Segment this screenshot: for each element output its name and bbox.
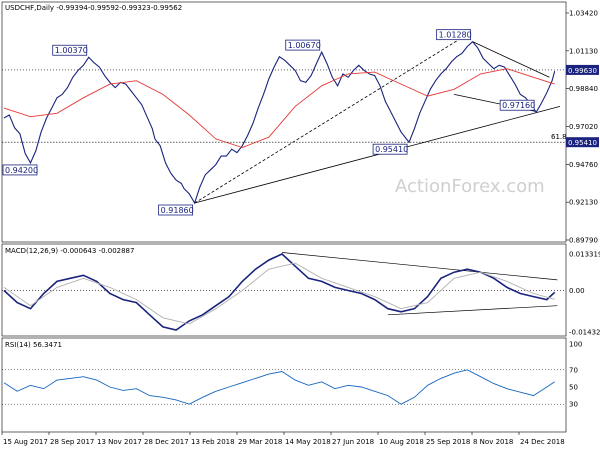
x-axis-label: 10 Aug 2018: [379, 438, 424, 446]
price-axis-label: 0.94760: [569, 161, 598, 169]
macd-signal-line: [3, 262, 555, 325]
price-annotation: 1.01280: [436, 29, 472, 41]
price-line: [3, 40, 556, 205]
current-price-label: 0.99630: [568, 67, 597, 75]
x-axis-label: 8 Nov 2018: [473, 438, 513, 446]
macd-panel-frame: [1, 243, 567, 337]
rsi-axis-label: 100: [569, 341, 582, 349]
price-annotation: 0.97160: [499, 99, 535, 111]
macd-axis-label: 0.013319: [569, 251, 600, 259]
price-annotation-label: 1.01280: [439, 31, 472, 40]
watermark: ActionForex.com: [395, 176, 545, 197]
macd-trend-upper: [281, 252, 558, 281]
price-annotation: 0.95410: [372, 143, 408, 155]
price-axis-label: 0.97020: [569, 123, 598, 131]
fib-price-box: [566, 137, 599, 148]
rsi-axis-label: 50: [569, 384, 578, 392]
trendline-dashed-channel: [194, 32, 471, 204]
x-axis-label: 27 Jun 2018: [332, 438, 374, 446]
x-axis-label: 13 Feb 2018: [191, 438, 235, 446]
x-axis-label: 14 May 2018: [285, 438, 331, 446]
price-annotation-label: 0.94200: [5, 166, 38, 175]
macd-line: [3, 253, 556, 331]
x-axis-label: 13 Nov 2017: [97, 438, 142, 446]
price-annotation-label: 1.00370: [55, 46, 88, 55]
price-annotation: 1.00370: [52, 44, 88, 56]
rsi-label: RSI(14) 56.3471: [5, 341, 62, 349]
rsi-axis-label: 30: [569, 401, 578, 409]
macd-axis-label: 0.00: [569, 287, 585, 295]
macd-label: MACD(12,26,9) -0.000643 -0.002887: [5, 247, 134, 255]
price-annotation-box: [52, 44, 88, 56]
x-axis-label: 28 Dec 2017: [144, 438, 189, 446]
x-axis-label: 15 Aug 2017: [3, 438, 48, 446]
price-annotation: 1.00670: [285, 39, 321, 51]
rsi-layer: 30 50 70 100: [2, 341, 582, 409]
macd-trend-lower: [387, 305, 558, 316]
price-annotation-box: [285, 39, 321, 51]
price-annotation-label: 0.95410: [375, 145, 408, 154]
price-annotation-label: 0.91860: [161, 206, 194, 215]
price-annotation-box: [158, 204, 194, 216]
price-annotation-box: [436, 29, 472, 41]
price-annotation-box: [372, 143, 408, 155]
fib-level-label: 61.8: [551, 133, 567, 141]
x-axis-label: 25 Sep 2018: [426, 438, 470, 446]
price-axis-label: 1.01130: [569, 47, 598, 55]
x-axis-label: 29 Mar 2018: [238, 438, 282, 446]
price-annotation-label: 1.00670: [288, 41, 321, 50]
rsi-axis-label: 70: [569, 366, 578, 374]
moving-average-line: [3, 68, 555, 148]
price-axis-label: 0.89790: [569, 237, 598, 245]
price-axis-label: 0.92130: [569, 199, 598, 207]
x-axis: 15 Aug 2017 28 Sep 2017 13 Nov 2017 28 Dec …: [1, 432, 565, 446]
price-axis-label: 0.98840: [569, 85, 598, 93]
price-panel-frame: [1, 1, 567, 243]
x-axis-label: 24 Dec 2018: [520, 438, 565, 446]
price-annotation-box: [499, 99, 535, 111]
price-annotation: 0.91860: [158, 204, 194, 216]
trendline-wedge-upper: [472, 41, 550, 78]
price-layer: 1.03420 1.01130 0.98840 0.97020 0.94760 0.921…: [2, 10, 599, 245]
price-axis-label: 1.03420: [569, 10, 598, 18]
trendline-support-lower: [194, 106, 561, 204]
price-annotation-label: 0.97160: [502, 101, 535, 110]
fib-price-label: 0.95410: [568, 139, 597, 147]
rsi-line: [3, 369, 555, 405]
chart-title: USDCHF,Daily -0.99394-0.99592-0.99323-0.…: [5, 4, 182, 12]
price-annotation-box: [2, 164, 38, 176]
current-price-box: [566, 64, 599, 75]
price-annotation: 0.94200: [2, 164, 38, 176]
x-axis-label: 28 Sep 2017: [50, 438, 94, 446]
